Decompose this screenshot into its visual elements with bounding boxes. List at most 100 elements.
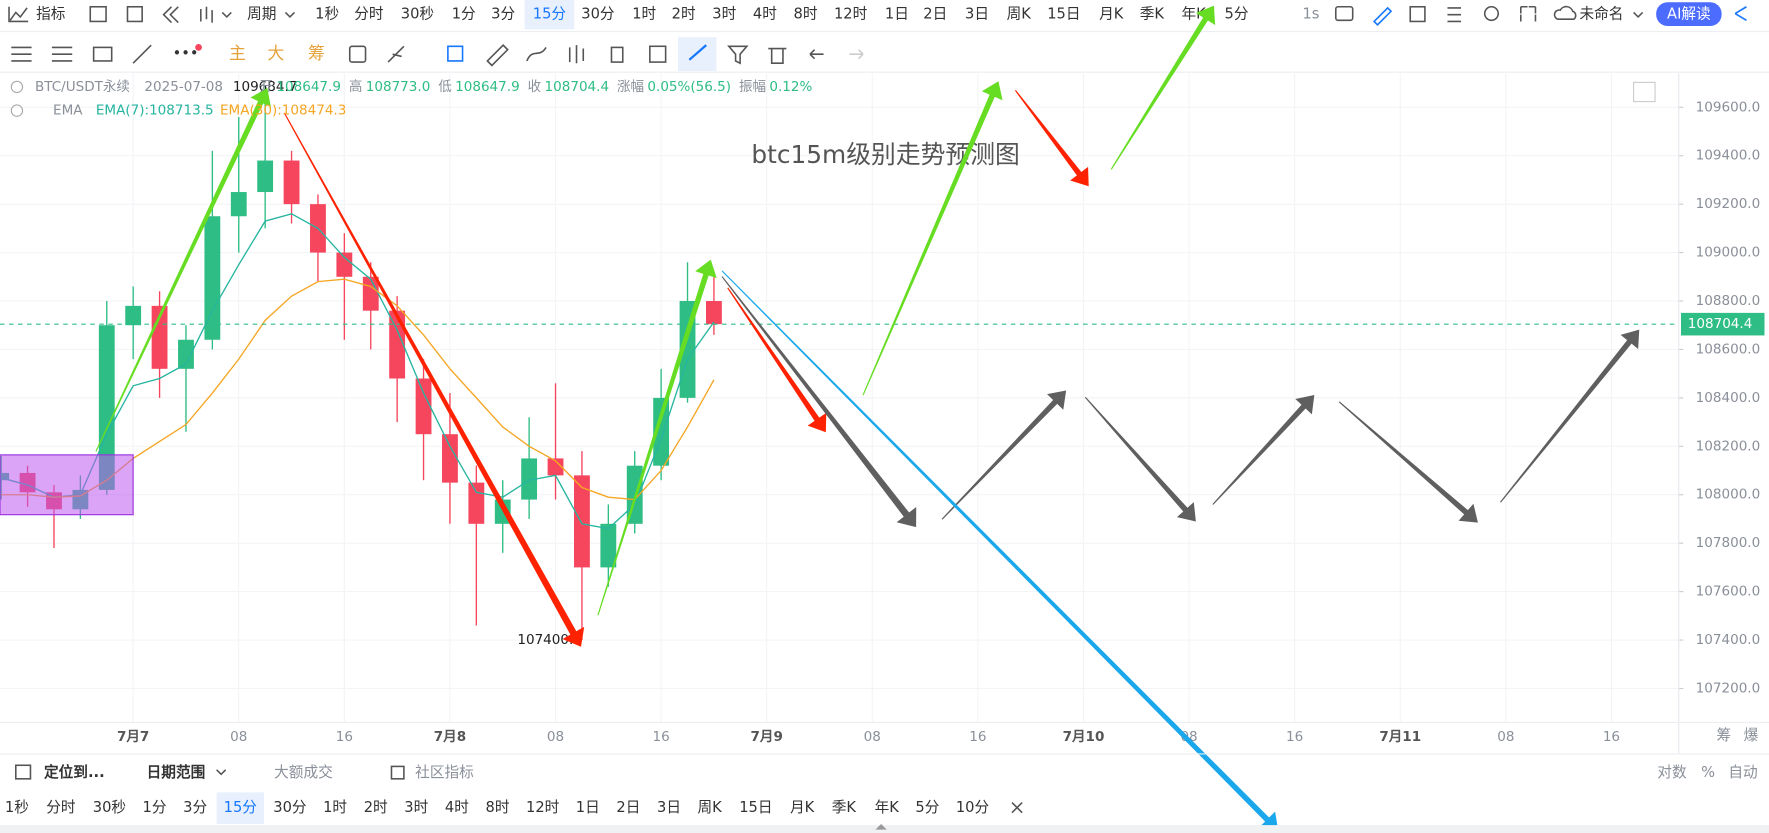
- arrow[interactable]: [1014, 89, 1089, 187]
- interval-button[interactable]: 月K: [790, 799, 815, 816]
- tool-lines[interactable]: [11, 46, 32, 62]
- interval-button[interactable]: 12时: [526, 799, 560, 816]
- legend-toggle[interactable]: [10, 104, 24, 117]
- interval-button[interactable]: 5分: [915, 799, 939, 816]
- interval-button[interactable]: 3分: [491, 6, 515, 23]
- close-icon[interactable]: [1011, 801, 1023, 814]
- tool-more[interactable]: •••: [173, 45, 199, 62]
- tool-sync[interactable]: [348, 45, 367, 63]
- tool-parallel[interactable]: [51, 46, 73, 62]
- tool-redo[interactable]: [849, 49, 864, 60]
- tool-undo[interactable]: [809, 49, 824, 60]
- large-trades[interactable]: 大额成交: [274, 763, 333, 781]
- speed-button[interactable]: 1s: [1302, 6, 1319, 23]
- arrow[interactable]: [721, 276, 917, 528]
- tool-rect[interactable]: [92, 46, 113, 62]
- interval-button[interactable]: 5分: [1225, 6, 1249, 23]
- settings-icon[interactable]: [1483, 5, 1500, 22]
- calendar-icon[interactable]: [89, 5, 107, 23]
- interval-button[interactable]: 季K: [1140, 6, 1165, 23]
- arrow[interactable]: [727, 287, 827, 433]
- camera-icon[interactable]: [1334, 5, 1354, 22]
- interval-button[interactable]: 年K: [875, 799, 900, 816]
- range-box[interactable]: [0, 454, 134, 516]
- interval-button[interactable]: 周K: [697, 799, 722, 816]
- interval-button[interactable]: 季K: [832, 799, 857, 816]
- interval-button[interactable]: 1时: [323, 799, 347, 816]
- corner-burst[interactable]: 爆: [1744, 727, 1759, 744]
- interval-button[interactable]: 周K: [1007, 6, 1032, 23]
- scale-log[interactable]: 对数: [1657, 764, 1687, 781]
- interval-button[interactable]: 15日: [1047, 6, 1080, 23]
- interval-button[interactable]: 1时: [632, 6, 656, 23]
- interval-button[interactable]: 12时: [834, 6, 868, 23]
- interval-button[interactable]: 月K: [1099, 6, 1124, 23]
- scale-percent[interactable]: %: [1701, 764, 1715, 781]
- share-icon[interactable]: [1734, 6, 1747, 22]
- tool-delete[interactable]: [768, 47, 787, 64]
- scale-auto[interactable]: 自动: [1728, 764, 1757, 781]
- layout-icon[interactable]: [126, 5, 143, 23]
- tool-lock[interactable]: [610, 46, 624, 63]
- locate-button[interactable]: 定位到...: [44, 763, 105, 781]
- interval-button[interactable]: 2日: [616, 799, 640, 816]
- interval-button[interactable]: 1日: [576, 799, 600, 816]
- ai-button-bg[interactable]: [1656, 2, 1722, 26]
- interval-button[interactable]: 2时: [364, 799, 388, 816]
- tool-measure[interactable]: [387, 45, 405, 63]
- window-icon[interactable]: [1409, 5, 1426, 23]
- arrow[interactable]: [95, 88, 271, 452]
- arrow[interactable]: [1212, 395, 1315, 505]
- arrow[interactable]: [721, 270, 1279, 831]
- interval-button[interactable]: 30秒: [401, 6, 434, 23]
- interval-button[interactable]: 年K: [1181, 6, 1206, 23]
- interval-button[interactable]: 3日: [965, 6, 989, 23]
- arrow[interactable]: [1500, 329, 1640, 503]
- interval-button[interactable]: 1分: [452, 6, 476, 23]
- draw-icon[interactable]: [1373, 6, 1393, 26]
- interval-button[interactable]: 分时: [354, 6, 384, 23]
- layout-name[interactable]: 未命名: [1579, 5, 1623, 23]
- tool-copy[interactable]: [447, 45, 464, 62]
- arrow[interactable]: [1084, 396, 1196, 522]
- tool-line[interactable]: [132, 44, 152, 64]
- interval-button[interactable]: 3时: [712, 6, 736, 23]
- interval-button[interactable]: 15分: [533, 6, 567, 23]
- interval-button[interactable]: 1日: [885, 6, 909, 23]
- collapse-button[interactable]: [1633, 81, 1656, 103]
- tool-candle[interactable]: [568, 45, 585, 64]
- interval-button[interactable]: 1秒: [315, 6, 339, 23]
- scroll-handle[interactable]: [875, 823, 887, 830]
- interval-button[interactable]: 10分: [956, 799, 990, 816]
- interval-button[interactable]: 3日: [657, 799, 681, 816]
- interval-button[interactable]: 2时: [672, 6, 696, 23]
- interval-button[interactable]: 4时: [445, 799, 469, 816]
- period-button[interactable]: 周期: [247, 6, 276, 23]
- indicator-icon[interactable]: [8, 6, 29, 23]
- tool-filter[interactable]: [727, 45, 749, 65]
- interval-button[interactable]: 15分: [224, 799, 258, 816]
- chart-type-icon[interactable]: [200, 6, 232, 23]
- arrow[interactable]: [283, 112, 585, 647]
- tool-chip[interactable]: 筹: [308, 43, 325, 63]
- corner-chip[interactable]: 筹: [1717, 727, 1732, 744]
- date-range[interactable]: 日期范围: [147, 763, 206, 781]
- ai-button[interactable]: AI解读: [1667, 6, 1711, 23]
- fullscreen-icon[interactable]: [1520, 5, 1537, 22]
- arrow[interactable]: [597, 259, 717, 616]
- interval-button[interactable]: 15日: [739, 799, 772, 816]
- tool-brush[interactable]: [526, 46, 547, 62]
- interval-button[interactable]: 8时: [486, 799, 510, 816]
- interval-button[interactable]: 1秒: [5, 799, 29, 816]
- interval-button[interactable]: 8时: [794, 6, 818, 23]
- arrow[interactable]: [941, 390, 1067, 520]
- interval-button[interactable]: 3分: [183, 799, 207, 816]
- list-icon[interactable]: [1447, 7, 1462, 23]
- tool-note[interactable]: [649, 45, 667, 63]
- interval-button[interactable]: 3时: [404, 799, 428, 816]
- arrow[interactable]: [862, 81, 1003, 396]
- interval-button[interactable]: 分时: [46, 799, 76, 816]
- cloud-icon[interactable]: [1553, 5, 1577, 20]
- interval-button[interactable]: 30分: [581, 6, 615, 23]
- tool-main[interactable]: 主: [229, 43, 246, 63]
